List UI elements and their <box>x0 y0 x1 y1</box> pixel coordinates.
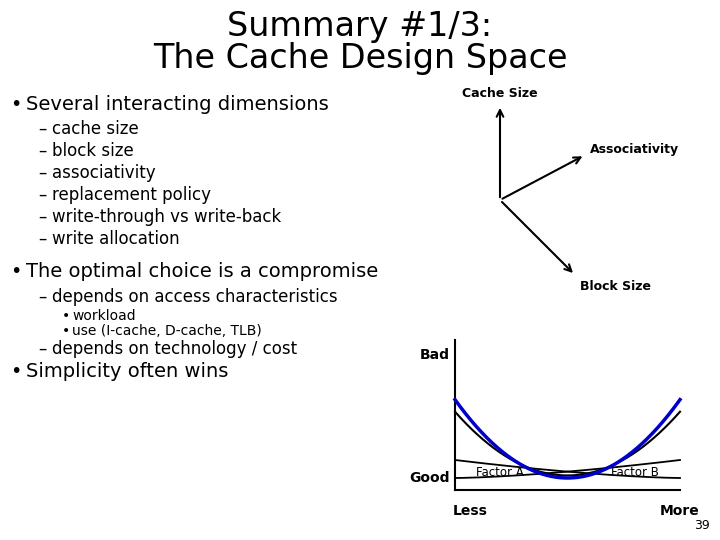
Text: Block Size: Block Size <box>580 280 651 293</box>
Text: Several interacting dimensions: Several interacting dimensions <box>26 95 329 114</box>
Text: workload: workload <box>72 309 135 323</box>
Text: block size: block size <box>52 142 134 160</box>
Text: –: – <box>38 230 46 248</box>
Text: –: – <box>38 186 46 204</box>
Text: •: • <box>10 362 22 381</box>
Text: •: • <box>62 324 71 338</box>
Text: Cache Size: Cache Size <box>462 87 538 100</box>
Text: cache size: cache size <box>52 120 139 138</box>
Text: •: • <box>62 309 71 323</box>
Text: associativity: associativity <box>52 164 156 182</box>
Text: –: – <box>38 288 46 306</box>
Text: Less: Less <box>453 504 487 518</box>
Text: •: • <box>10 262 22 281</box>
Text: Associativity: Associativity <box>590 144 679 157</box>
Text: –: – <box>38 208 46 226</box>
Text: –: – <box>38 120 46 138</box>
Text: depends on access characteristics: depends on access characteristics <box>52 288 338 306</box>
Text: Factor A: Factor A <box>476 465 524 478</box>
Text: Good: Good <box>410 471 450 485</box>
Text: The optimal choice is a compromise: The optimal choice is a compromise <box>26 262 378 281</box>
Text: More: More <box>660 504 700 518</box>
Text: –: – <box>38 340 46 358</box>
Text: –: – <box>38 142 46 160</box>
Text: use (I-cache, D-cache, TLB): use (I-cache, D-cache, TLB) <box>72 324 262 338</box>
Text: write-through vs write-back: write-through vs write-back <box>52 208 282 226</box>
Text: Summary #1/3:: Summary #1/3: <box>228 10 492 43</box>
Text: Simplicity often wins: Simplicity often wins <box>26 362 228 381</box>
Text: depends on technology / cost: depends on technology / cost <box>52 340 297 358</box>
Text: The Cache Design Space: The Cache Design Space <box>153 42 567 75</box>
Text: replacement policy: replacement policy <box>52 186 211 204</box>
Text: write allocation: write allocation <box>52 230 179 248</box>
Text: Factor B: Factor B <box>611 465 659 478</box>
Text: –: – <box>38 164 46 182</box>
Text: •: • <box>10 95 22 114</box>
Text: 39: 39 <box>694 519 710 532</box>
Text: Bad: Bad <box>420 348 450 362</box>
